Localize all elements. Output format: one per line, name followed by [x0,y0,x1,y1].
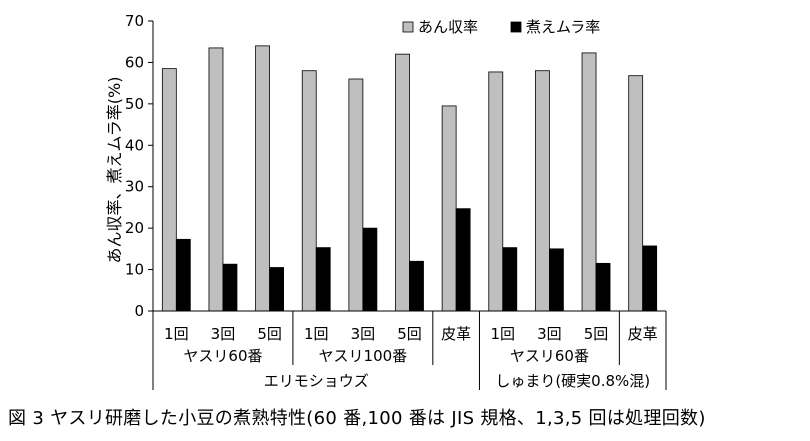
bar-uneven-1 [175,238,191,312]
bar-an-yield-7 [441,105,457,312]
bar-an-yield-11 [628,75,644,312]
bar-uneven-2 [222,263,238,312]
legend-swatch [402,21,414,33]
y-tick-label: 50 [125,95,144,113]
subgroup-label: ヤスリ100番 [319,347,408,365]
bar-uneven-10 [595,262,611,312]
y-tick-label: 0 [134,302,144,320]
x-tick-label: 5回 [584,325,609,343]
legend-swatch [510,21,522,33]
bar-uneven-7 [455,208,471,312]
subgroup-label: ヤスリ60番 [183,347,262,365]
bar-an-yield-2 [208,47,224,312]
y-tick-label: 10 [125,261,144,279]
bar-an-yield-4 [301,70,317,312]
bar-an-yield-6 [395,53,410,312]
x-tick-label: 1回 [164,325,189,343]
y-tick-label: 70 [125,12,144,30]
bar-uneven-3 [269,267,284,312]
group-label: エリモショウズ [264,372,369,390]
y-axis: 0 10 20 30 40 50 60 70 [125,12,154,320]
figure-caption: 図 3 ヤスリ研磨した小豆の煮熟特性(60 番,100 番は JIS 規格、1,… [8,408,706,429]
bar-uneven-6 [409,260,424,312]
legend: あん収率 煮えムラ率 [402,18,600,36]
y-tick-label: 20 [125,219,144,237]
x-tick-label: 皮革 [628,325,658,343]
bar-uneven-11 [642,245,658,312]
x-tick-label: 5回 [257,325,282,343]
bars [161,45,658,312]
x-tick-label: 5回 [397,325,422,343]
subgroup-label: ヤスリ60番 [510,347,589,365]
x-tick-label: 皮革 [441,325,471,343]
bar-uneven-8 [502,247,518,312]
bar-uneven-4 [315,247,331,312]
bar-uneven-5 [362,227,378,312]
y-tick-label: 60 [125,53,144,71]
bar-chart: 0 10 20 30 40 50 60 70 1回 3回 5回 1回 3回 5回 皮革 1回 3回 5回 皮革ヤス… [105,12,667,390]
x-tick-label: 3回 [211,325,236,343]
legend-label: あん収率 [418,18,478,36]
y-tick-label: 40 [125,136,144,154]
legend-label: 煮えムラ率 [526,18,600,36]
bar-an-yield-5 [348,78,364,312]
x-tick-label: 1回 [490,325,515,343]
bar-uneven-9 [549,248,564,312]
x-tick-label: 3回 [351,325,376,343]
x-tick-label: 3回 [537,325,562,343]
y-axis-label: あん収率、煮えムラ率(%) [105,77,124,264]
x-tick-label: 1回 [304,325,329,343]
bar-an-yield-9 [535,70,550,312]
bar-an-yield-10 [581,52,597,312]
y-tick-label: 30 [125,178,144,196]
bar-an-yield-3 [255,45,270,312]
group-label: しゅまり(硬実0.8%混) [495,372,650,390]
bar-an-yield-1 [161,68,177,312]
bar-an-yield-8 [488,71,504,312]
